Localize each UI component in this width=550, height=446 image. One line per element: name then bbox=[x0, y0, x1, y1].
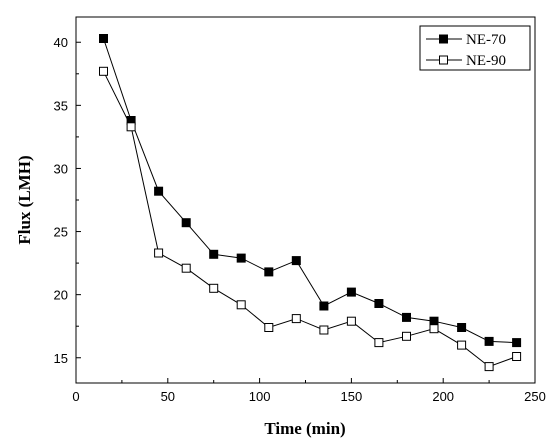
data-point-ne-70 bbox=[484, 336, 494, 346]
x-axis-ticks: 0 50 100 150 200 250 bbox=[72, 378, 546, 404]
data-point-ne-90 bbox=[291, 314, 301, 324]
data-point-ne-70 bbox=[236, 253, 246, 263]
data-point-ne-90 bbox=[209, 283, 219, 293]
legend-marker-ne-70 bbox=[439, 34, 448, 44]
plot-area bbox=[75, 16, 536, 384]
data-point-ne-90 bbox=[181, 263, 191, 273]
data-point-ne-90 bbox=[429, 324, 439, 334]
data-point-ne-90 bbox=[126, 122, 136, 132]
y-axis-title: Flux (LMH) bbox=[15, 155, 34, 244]
data-point-ne-90 bbox=[512, 352, 522, 361]
data-point-ne-90 bbox=[484, 362, 494, 372]
y-tick-label: 20 bbox=[54, 288, 68, 303]
y-tick-label: 35 bbox=[54, 98, 68, 113]
series-layer bbox=[99, 34, 522, 372]
x-tick-label: 150 bbox=[341, 389, 363, 404]
legend: NE-70 NE-90 bbox=[419, 25, 531, 71]
data-point-ne-70 bbox=[99, 34, 108, 43]
data-point-ne-70 bbox=[264, 267, 274, 277]
data-point-ne-90 bbox=[374, 338, 384, 348]
data-point-ne-70 bbox=[457, 323, 467, 332]
data-point-ne-90 bbox=[154, 248, 164, 258]
x-tick-label: 200 bbox=[432, 389, 454, 404]
legend-label-ne-70: NE-70 bbox=[466, 32, 506, 48]
x-tick-label: 100 bbox=[249, 389, 271, 404]
data-point-ne-70 bbox=[402, 312, 411, 322]
data-point-ne-90 bbox=[402, 331, 411, 341]
series-line-ne-90 bbox=[103, 71, 517, 368]
x-tick-label: 50 bbox=[161, 389, 175, 404]
data-point-ne-70 bbox=[512, 338, 522, 348]
data-point-ne-90 bbox=[457, 340, 467, 350]
y-axis-ticks: 15 20 25 30 35 40 bbox=[54, 35, 81, 366]
x-tick-label: 0 bbox=[72, 389, 79, 404]
data-point-ne-70 bbox=[346, 287, 356, 297]
y-tick-label: 30 bbox=[54, 161, 68, 176]
data-point-ne-90 bbox=[236, 300, 246, 310]
y-tick-label: 25 bbox=[54, 225, 68, 240]
data-point-ne-70 bbox=[181, 218, 191, 228]
plot-frame bbox=[75, 16, 536, 384]
data-point-ne-70 bbox=[319, 301, 329, 311]
data-point-ne-70 bbox=[429, 316, 439, 326]
y-tick-label: 40 bbox=[54, 35, 68, 50]
data-point-ne-90 bbox=[346, 316, 356, 326]
data-point-ne-70 bbox=[374, 299, 384, 308]
x-axis-title: Time (min) bbox=[264, 419, 345, 438]
data-point-ne-90 bbox=[99, 66, 108, 76]
x-tick-label: 250 bbox=[524, 389, 546, 404]
legend-label-ne-90: NE-90 bbox=[466, 53, 506, 69]
data-point-ne-90 bbox=[264, 323, 274, 332]
data-point-ne-70 bbox=[154, 186, 164, 196]
data-point-ne-70 bbox=[209, 249, 219, 259]
series-line-ne-70 bbox=[103, 38, 517, 344]
data-point-ne-90 bbox=[319, 325, 329, 335]
y-tick-label: 15 bbox=[54, 351, 68, 366]
legend-marker-ne-90 bbox=[439, 55, 448, 65]
data-point-ne-70 bbox=[291, 256, 301, 266]
legend-frame bbox=[419, 25, 531, 71]
